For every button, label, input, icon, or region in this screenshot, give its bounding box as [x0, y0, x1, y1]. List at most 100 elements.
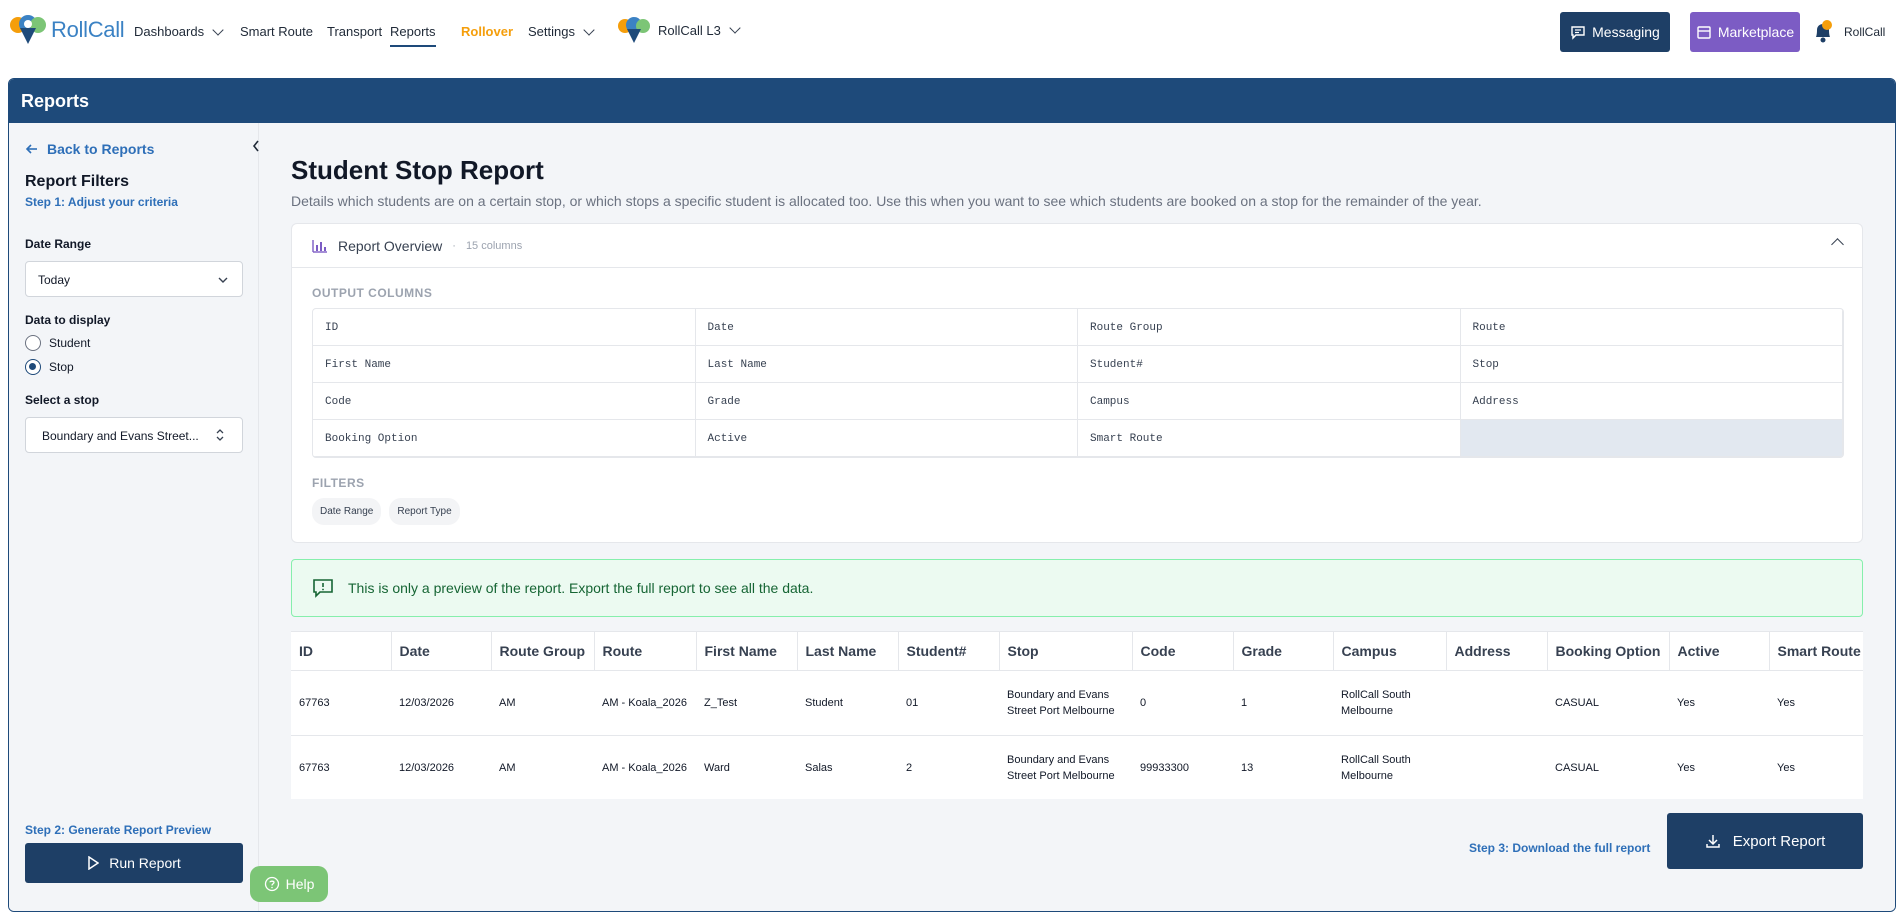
output-column-cell: ID: [313, 309, 696, 346]
collapse-sidebar-icon[interactable]: [251, 139, 261, 158]
preview-table-container[interactable]: ID Date Route Group Route First Name Last Nam…: [291, 631, 1863, 799]
output-column-cell: Code: [313, 383, 696, 420]
table-cell: [1446, 670, 1547, 736]
export-report-label: Export Report: [1732, 832, 1826, 850]
output-column-cell: Route: [1460, 309, 1843, 346]
play-icon: [88, 856, 100, 870]
overview-column-count: 15 columns: [465, 239, 523, 252]
table-cell: 1: [1233, 670, 1333, 736]
nav-reports-label: Reports: [390, 24, 436, 39]
bar-chart-icon: [312, 239, 327, 253]
marketplace-button[interactable]: Marketplace: [1690, 12, 1800, 52]
step2-label: Step 2: Generate Report Preview: [25, 823, 212, 837]
nav-smart-route[interactable]: Smart Route: [240, 24, 313, 39]
step1-label: Step 1: Adjust your criteria: [25, 195, 178, 209]
table-cell: 12/03/2026: [391, 670, 491, 736]
table-header-cell[interactable]: Last Name: [797, 632, 899, 671]
logo[interactable]: RollCall: [8, 14, 125, 46]
table-cell: AM: [491, 735, 594, 799]
preview-table: ID Date Route Group Route First Name Last Nam…: [291, 632, 1863, 799]
nav-transport[interactable]: Transport: [327, 24, 382, 39]
reports-frame: Reports Back to Reports Report Filters S…: [8, 78, 1896, 912]
report-description: Details which students are on a certain …: [291, 193, 1482, 209]
store-icon: [1697, 26, 1711, 39]
table-header-cell[interactable]: Smart Route: [1769, 632, 1863, 671]
output-columns-label: OUTPUT COLUMNS: [312, 286, 433, 300]
output-column-cell: Campus: [1078, 383, 1461, 420]
export-report-button[interactable]: Export Report: [1667, 813, 1863, 869]
chevron-down-icon: [583, 23, 595, 36]
table-header-cell[interactable]: Route Group: [491, 632, 595, 671]
preview-notice: This is only a preview of the report. Ex…: [291, 559, 1863, 617]
report-overview-panel: Report Overview · 15 columns OUTPUT COLU…: [291, 223, 1863, 543]
radio-student-circle[interactable]: [25, 335, 41, 351]
back-label: Back to Reports: [47, 141, 155, 157]
nav-dashboards[interactable]: Dashboards: [134, 23, 224, 39]
org-logo-icon: [618, 17, 650, 43]
nav-reports[interactable]: Reports: [390, 24, 436, 47]
table-header-cell[interactable]: Code: [1132, 632, 1234, 671]
table-cell: Salas: [797, 735, 898, 799]
table-header-cell[interactable]: ID: [291, 632, 392, 671]
table-header-cell[interactable]: Grade: [1233, 632, 1334, 671]
table-header-cell[interactable]: Booking Option: [1547, 632, 1670, 671]
overview-title: Report Overview: [338, 237, 443, 254]
table-cell: Yes: [1769, 735, 1863, 799]
chevron-down-icon: [212, 23, 224, 36]
help-button[interactable]: Help: [250, 866, 328, 902]
messaging-button[interactable]: Messaging: [1560, 12, 1670, 52]
output-column-cell: Active: [695, 420, 1078, 457]
run-report-button[interactable]: Run Report: [25, 843, 243, 883]
arrow-left-icon: [25, 144, 37, 154]
user-menu[interactable]: RollCall: [1812, 20, 1885, 44]
date-range-label: Date Range: [25, 237, 92, 251]
radio-stop[interactable]: Stop: [25, 359, 74, 375]
radio-stop-circle[interactable]: [25, 359, 41, 375]
output-column-empty-cell: [1460, 420, 1843, 457]
radio-student-label: Student: [49, 336, 91, 350]
table-header-cell[interactable]: Active: [1669, 632, 1770, 671]
table-header-cell[interactable]: Student#: [898, 632, 1000, 671]
table-row[interactable]: 67763 12/03/2026 AM AM - Koala_2026 Ward Sala…: [291, 735, 1863, 799]
nav-rollover[interactable]: Rollover: [461, 24, 513, 39]
output-column-cell: Smart Route: [1078, 420, 1461, 457]
message-alert-icon: [313, 579, 333, 598]
run-report-label: Run Report: [109, 855, 181, 871]
date-range-select[interactable]: Today: [25, 261, 243, 297]
stop-select-value: Boundary and Evans Street...: [42, 429, 199, 443]
table-cell: 67763: [291, 670, 391, 736]
notification-bell-icon: [1816, 20, 1832, 43]
nav-org-switcher[interactable]: RollCall L3: [616, 16, 741, 44]
overview-header[interactable]: Report Overview · 15 columns: [292, 224, 1862, 268]
table-header-cell[interactable]: First Name: [696, 632, 798, 671]
table-cell: 67763: [291, 735, 391, 799]
table-row[interactable]: 67763 12/03/2026 AM AM - Koala_2026 Z_Test St…: [291, 670, 1863, 736]
table-cell: RollCall South Melbourne: [1333, 735, 1446, 799]
back-to-reports-link[interactable]: Back to Reports: [25, 141, 154, 157]
nav-settings[interactable]: Settings: [528, 23, 595, 39]
table-cell: AM: [491, 670, 594, 736]
table-header-cell[interactable]: Address: [1446, 632, 1548, 671]
chevron-up-icon[interactable]: [1831, 238, 1844, 251]
overview-dot: ·: [452, 239, 456, 252]
stop-select[interactable]: Boundary and Evans Street...: [25, 417, 243, 453]
report-filters-sidebar: Back to Reports Report Filters Step 1: A…: [9, 123, 261, 911]
filter-chip: Date Range: [312, 498, 382, 525]
nav-org-label: RollCall L3: [658, 22, 721, 38]
output-column-cell: Grade: [695, 383, 1078, 420]
radio-student[interactable]: Student: [25, 335, 90, 351]
marketplace-label: Marketplace: [1717, 24, 1795, 40]
table-header-cell[interactable]: Campus: [1333, 632, 1447, 671]
filter-chips: Date Range Report Type: [312, 498, 460, 525]
table-header-cell[interactable]: Stop: [999, 632, 1133, 671]
table-header-cell[interactable]: Date: [391, 632, 492, 671]
select-stop-label: Select a stop: [25, 393, 100, 407]
nav-rollover-label: Rollover: [461, 24, 514, 39]
table-cell: [1446, 735, 1547, 799]
table-cell: Yes: [1769, 670, 1863, 736]
table-cell: 01: [898, 670, 999, 736]
filters-label: FILTERS: [312, 476, 365, 490]
output-column-cell: Booking Option: [313, 420, 696, 457]
table-cell: AM - Koala_2026: [594, 670, 696, 736]
table-header-cell[interactable]: Route: [594, 632, 697, 671]
